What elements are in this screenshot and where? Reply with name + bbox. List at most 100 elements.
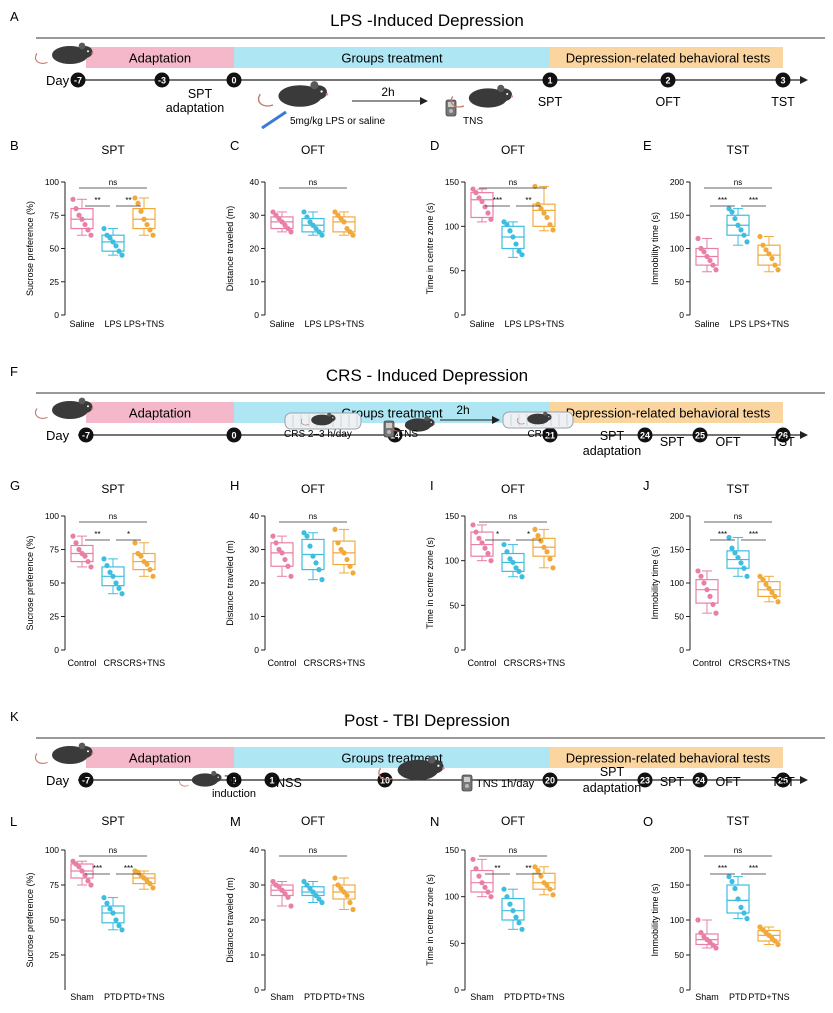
- y-tick-label: 50: [675, 277, 685, 287]
- data-point: [713, 610, 719, 616]
- box-iqr: [270, 216, 294, 230]
- significance-label: **: [525, 196, 531, 205]
- x-tick-label: Control: [692, 658, 721, 668]
- data-point: [279, 219, 285, 225]
- data-point: [107, 906, 113, 912]
- y-tick-label: 40: [250, 511, 260, 521]
- chart-panel-L: L SPT 25 50 75 100 Sucrose preference (%) Sham P…: [10, 814, 165, 1002]
- data-point: [538, 206, 544, 212]
- data-point: [482, 204, 488, 210]
- x-tick-label: PTD+TNS: [748, 992, 789, 1002]
- box-CRS+TNS: [332, 526, 356, 576]
- chart-panel-D: D OFT 0 50 100 150 Time in centre zone (s) Sali…: [425, 138, 564, 329]
- data-point: [310, 889, 316, 895]
- mouse-nose: [91, 407, 94, 410]
- box-CRS+TNS: [532, 526, 556, 571]
- box-iqr: [726, 884, 750, 914]
- mouse-tns: [378, 755, 445, 781]
- data-point: [701, 249, 707, 255]
- x-tick-label: LPS+TNS: [324, 319, 364, 329]
- day-marker-label: 1: [269, 775, 274, 785]
- chart-panel-G: G SPT 0 25 50 75 100 Sucrose preference (%) Cont…: [10, 478, 165, 668]
- data-point: [763, 581, 769, 587]
- mouse-eye: [332, 417, 334, 419]
- device-label: TNS: [463, 116, 483, 127]
- data-point: [695, 917, 701, 923]
- data-point: [338, 215, 344, 222]
- y-tick-label: 10: [250, 612, 260, 622]
- device-label: TNS: [398, 429, 418, 440]
- data-point: [726, 534, 732, 541]
- y-tick-label: 30: [250, 880, 260, 890]
- x-tick-label: Sham: [270, 992, 294, 1002]
- treatment-bar: [234, 747, 550, 768]
- mouse-tail: [179, 778, 189, 787]
- data-point: [73, 540, 79, 546]
- day-marker: [542, 772, 558, 788]
- device-screen: [386, 423, 392, 428]
- data-point: [738, 227, 744, 233]
- y-tick-label: 25: [50, 277, 60, 287]
- box-Sham: [70, 858, 94, 888]
- data-point: [729, 545, 735, 551]
- data-point: [507, 228, 513, 234]
- data-point: [310, 222, 316, 228]
- data-point: [547, 556, 553, 562]
- data-point: [316, 896, 322, 902]
- y-tick-label: 0: [679, 645, 684, 655]
- y-tick-label: 0: [679, 310, 684, 320]
- y-tick-label: 0: [254, 985, 259, 995]
- significance-label: ***: [124, 864, 133, 873]
- y-tick-label: 100: [45, 511, 59, 521]
- timeline-label: TST: [771, 775, 795, 789]
- significance-label: *: [527, 530, 530, 539]
- data-point: [769, 589, 775, 595]
- data-point: [538, 538, 544, 544]
- chart-title: OFT: [301, 814, 326, 828]
- y-axis-label: Time in centre zone (s): [425, 874, 435, 966]
- data-point: [319, 577, 325, 583]
- significance-label: ***: [749, 196, 758, 205]
- data-point: [766, 585, 772, 591]
- data-point: [726, 206, 732, 212]
- data-point: [150, 573, 156, 579]
- day-marker: [692, 427, 708, 443]
- data-point: [282, 222, 288, 228]
- y-tick-label: 0: [54, 645, 59, 655]
- box-iqr: [695, 579, 719, 604]
- data-point: [772, 593, 778, 600]
- significance-label: ***: [718, 530, 727, 539]
- chart-title: SPT: [101, 814, 125, 828]
- chart-title: SPT: [101, 482, 125, 496]
- data-point: [735, 222, 741, 228]
- box-Control: [695, 568, 719, 616]
- box-CRS+TNS: [757, 573, 781, 605]
- mouse-illustration: [34, 742, 94, 764]
- significance-label: ns: [734, 846, 742, 855]
- day-marker-label: 21: [545, 430, 555, 440]
- data-point: [535, 867, 541, 874]
- data-point: [729, 209, 735, 215]
- day-marker: [226, 772, 242, 788]
- x-tick-label: Control: [467, 658, 496, 668]
- data-point: [516, 248, 522, 254]
- panel-letter: N: [430, 814, 439, 829]
- day-marker-label: 3: [780, 75, 785, 85]
- y-tick-label: 40: [250, 845, 260, 855]
- device-button: [449, 109, 453, 113]
- mouse-tail: [34, 408, 48, 419]
- day-marker: [692, 772, 708, 788]
- data-point: [532, 864, 538, 870]
- timeline-label: SPT: [660, 435, 685, 449]
- data-point: [304, 882, 310, 888]
- x-tick-label: Sham: [70, 992, 94, 1002]
- data-point: [757, 233, 763, 240]
- chart-panel-E: E TST 0 50 100 150 200 Immobility time (s) Salin…: [643, 138, 789, 329]
- data-point: [150, 885, 156, 891]
- data-point: [738, 560, 744, 566]
- data-point: [79, 868, 85, 874]
- mouse-restraint: [516, 411, 553, 425]
- data-point: [485, 550, 491, 557]
- x-tick-label: LPS: [729, 319, 746, 329]
- day-marker: [542, 427, 558, 443]
